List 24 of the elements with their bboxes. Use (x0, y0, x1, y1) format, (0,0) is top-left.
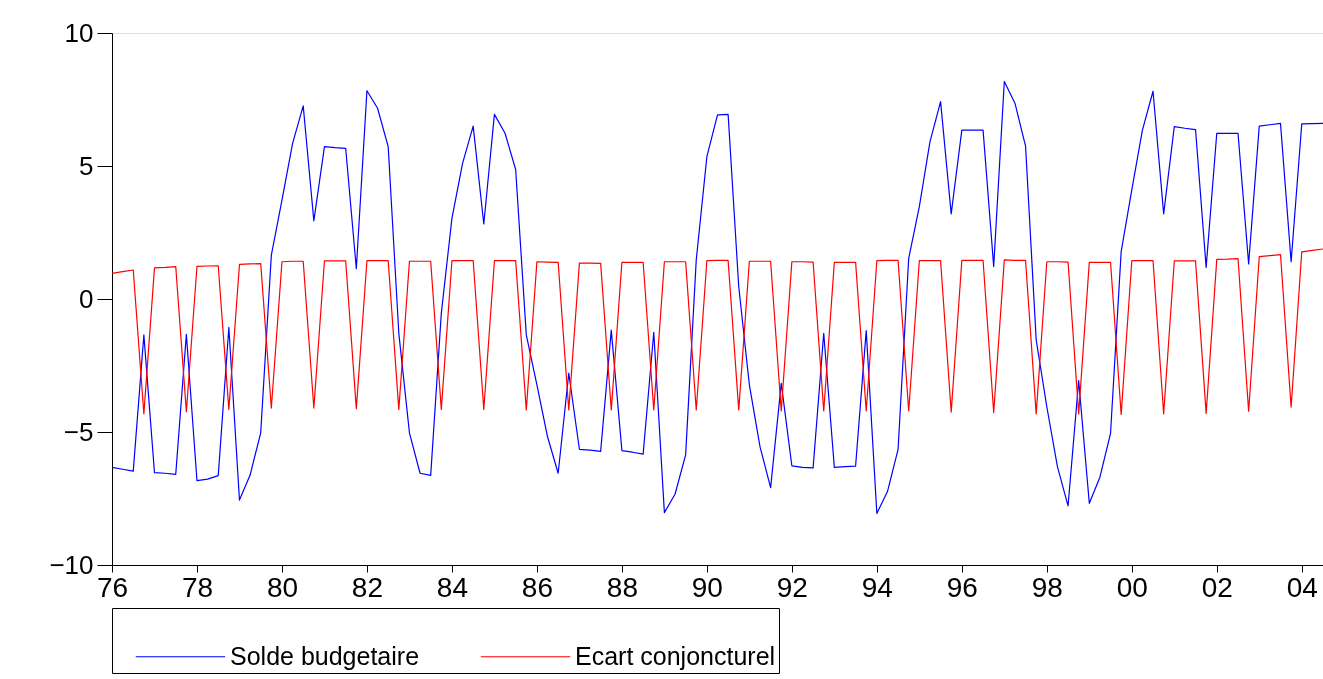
x-tick-label: 04 (1286, 571, 1318, 603)
x-tick-label: 80 (266, 571, 299, 603)
x-tick-label: 00 (1116, 571, 1148, 603)
x-tick-label: 76 (96, 571, 129, 603)
x-tick-label: 86 (521, 571, 553, 603)
y-tick-label: 5 (79, 150, 94, 181)
legend-label: Solde budgetaire (230, 641, 420, 670)
x-tick-label: 94 (861, 571, 893, 603)
x-tick-label: 90 (691, 571, 723, 603)
x-tick-label: 84 (436, 571, 469, 603)
legend-label: Ecart conjoncturel (575, 641, 776, 670)
x-tick-label: 02 (1201, 571, 1233, 603)
x-tick-label: 88 (606, 571, 638, 603)
x-tick-label: 92 (776, 571, 808, 603)
y-tick-label: 0 (79, 283, 94, 314)
x-tick-label: 78 (181, 571, 214, 603)
y-tick-label: −10 (49, 549, 94, 580)
y-tick-label: 10 (64, 17, 94, 48)
line-series (112, 248, 1323, 416)
x-tick-label: 82 (351, 571, 384, 603)
x-tick-label: 98 (1031, 571, 1063, 603)
line-series (112, 80, 1323, 514)
x-tick-label: 96 (946, 571, 978, 603)
y-tick-label: −5 (63, 416, 94, 447)
